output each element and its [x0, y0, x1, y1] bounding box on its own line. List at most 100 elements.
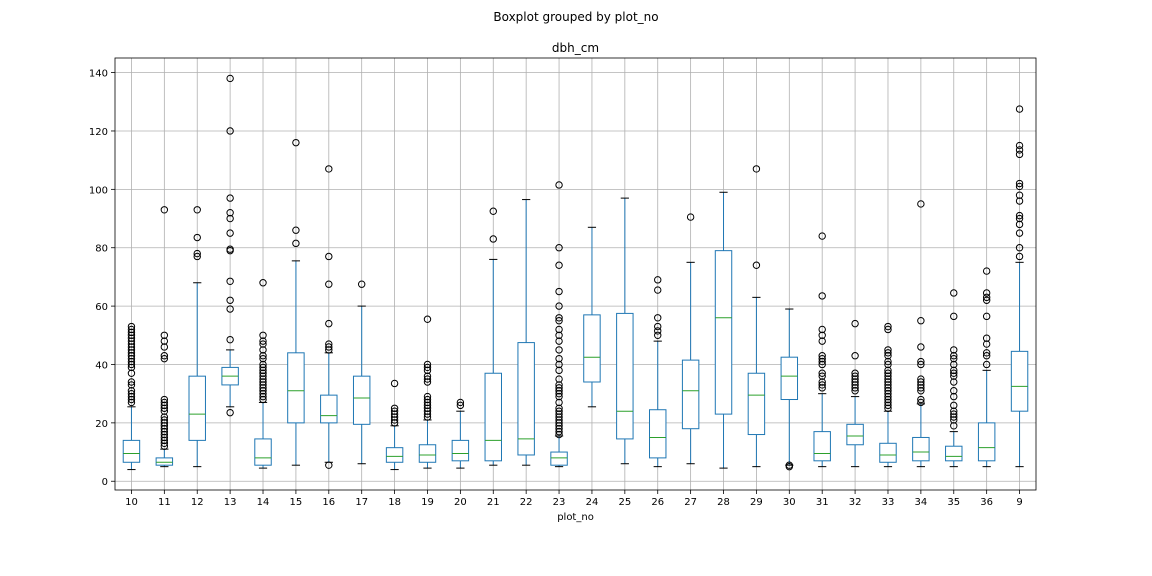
x-tick-label: 9: [1016, 497, 1022, 508]
flier-point: [127, 387, 136, 395]
flier-point: [785, 461, 794, 469]
x-tick-label: 34: [915, 497, 928, 508]
flier-point: [325, 340, 333, 348]
flier-point: [1015, 197, 1024, 205]
flier-point: [555, 392, 563, 401]
flier-point: [127, 328, 136, 337]
flier-point: [127, 352, 136, 360]
plot-frame: [114, 57, 1037, 491]
flier-point: [1015, 229, 1024, 237]
flier-point: [489, 207, 497, 215]
boxes-layer: [122, 191, 1029, 471]
flier-point: [884, 357, 892, 366]
flier-point: [259, 369, 267, 377]
flier-point: [950, 366, 958, 375]
flier-point: [917, 343, 925, 351]
flier-point: [423, 413, 432, 421]
flier-point: [917, 200, 925, 208]
flier-point: [917, 357, 925, 366]
flier-point: [654, 327, 662, 335]
flier-point: [160, 425, 169, 433]
flier-point: [555, 360, 563, 369]
flier-point: [127, 340, 136, 348]
flier-point: [851, 319, 859, 328]
y-axis: 0 20 40 60 80 100 120 140: [89, 69, 115, 488]
flier-point: [555, 331, 563, 339]
flier-point: [917, 375, 925, 383]
flier-point: [127, 331, 136, 339]
flier-point: [818, 384, 826, 392]
box: [912, 436, 930, 462]
flier-point: [950, 413, 958, 421]
flier-point: [292, 239, 300, 248]
box: [385, 447, 404, 463]
flier-point: [127, 398, 136, 407]
flier-point: [950, 346, 958, 354]
flier-point: [259, 346, 267, 354]
y-tick-label: 0: [102, 477, 108, 488]
flier-point: [555, 317, 563, 325]
flier-point: [423, 410, 432, 418]
flier-point: [950, 369, 958, 377]
flier-point: [259, 378, 267, 386]
flier-point: [390, 413, 399, 421]
flier-point: [884, 346, 892, 354]
flier-point: [160, 433, 169, 442]
flier-point: [259, 337, 267, 345]
flier-point: [357, 280, 366, 288]
flier-point: [818, 381, 826, 389]
flier-point: [851, 387, 859, 395]
flier-point: [226, 194, 234, 202]
flier-point: [884, 369, 892, 377]
flier-point: [982, 267, 991, 275]
x-tick-label: 15: [290, 497, 303, 508]
flier-point: [226, 277, 234, 285]
flier-point: [325, 252, 333, 261]
y-tick-label: 20: [95, 419, 108, 430]
flier-point: [555, 387, 563, 395]
flier-point: [259, 363, 267, 372]
flier-point: [127, 389, 136, 398]
flier-point: [160, 206, 169, 214]
flier-point: [917, 317, 925, 325]
flier-point: [950, 410, 958, 418]
flier-point: [818, 292, 826, 300]
flier-point: [884, 322, 892, 331]
flier-point: [1015, 146, 1024, 154]
flier-point: [325, 346, 333, 354]
flier-point: [259, 375, 267, 383]
box: [418, 444, 437, 463]
flier-point: [160, 439, 169, 447]
x-tick-label: 31: [816, 497, 829, 508]
box: [846, 423, 864, 446]
flier-point: [226, 296, 234, 304]
box: [254, 438, 272, 466]
flier-point: [917, 360, 925, 369]
x-tick-label: 13: [224, 497, 237, 508]
flier-point: [127, 325, 136, 334]
x-axis: 10 11 12 13 14 15 16 17 18 19 20 21 22 23 24 25 26 27 28 29…: [125, 490, 1023, 508]
flier-point: [160, 436, 169, 445]
flier-point: [259, 389, 267, 398]
flier-point: [555, 398, 563, 407]
box: [681, 359, 700, 430]
flier-point: [160, 401, 169, 410]
flier-point: [555, 181, 563, 189]
flier-point: [950, 407, 958, 415]
flier-point: [226, 245, 234, 253]
flier-point: [160, 354, 169, 363]
box: [879, 442, 897, 463]
box: [122, 439, 141, 463]
flier-point: [1015, 182, 1024, 191]
flier-point: [917, 384, 925, 392]
flier-point: [950, 289, 958, 297]
flier-point: [127, 354, 136, 363]
flier-point: [226, 74, 234, 83]
flier-point: [950, 312, 958, 321]
x-tick-label: 29: [750, 497, 763, 508]
flier-point: [851, 384, 859, 392]
y-tick-label: 120: [89, 127, 108, 138]
box: [550, 451, 568, 466]
flier-point: [226, 335, 234, 344]
x-tick-label: 17: [355, 497, 368, 508]
